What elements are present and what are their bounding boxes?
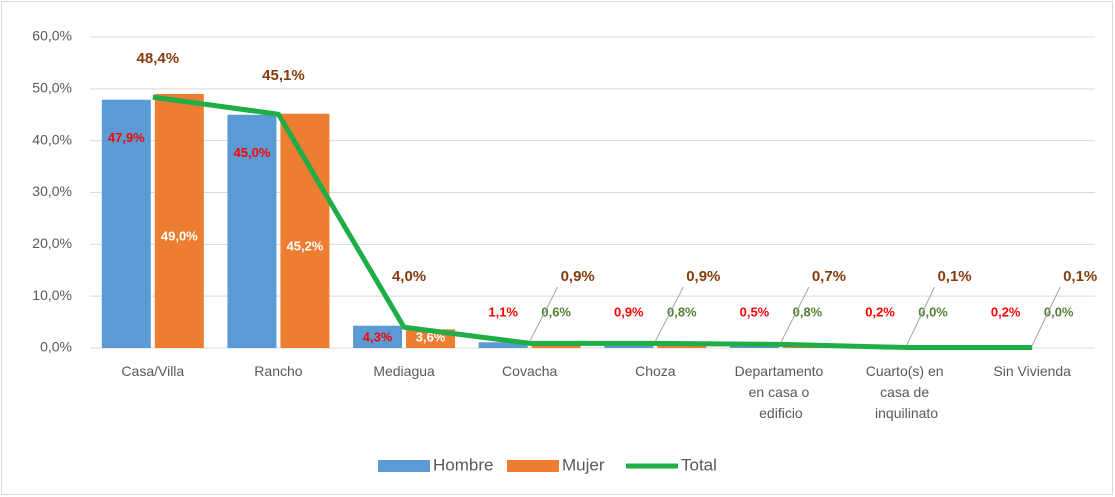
x-tick-line: casa de xyxy=(880,384,933,400)
data-label: 47,9% xyxy=(108,130,145,145)
data-label: 45,1% xyxy=(262,67,305,84)
x-tick-line: Casa/Villa xyxy=(121,363,184,379)
x-tick-line: Sin Vivienda xyxy=(993,363,1071,379)
data-label: 0,9% xyxy=(686,268,720,285)
y-tick-label: 20,0% xyxy=(32,235,72,251)
y-tick-label: 40,0% xyxy=(32,131,72,147)
data-label: 0,7% xyxy=(812,268,846,285)
data-label: 0,1% xyxy=(937,268,971,285)
data-label: 1,1% xyxy=(488,304,518,319)
data-label: 0,9% xyxy=(614,304,644,319)
data-label: 0,8% xyxy=(793,304,823,319)
bar xyxy=(478,342,528,348)
y-tick-label: 10,0% xyxy=(32,287,72,303)
data-label: 0,5% xyxy=(740,304,770,319)
leader-line xyxy=(780,286,810,343)
x-tick-line: edificio xyxy=(759,405,803,421)
x-tick-label: Rancho xyxy=(254,363,302,379)
leader-line xyxy=(906,286,936,346)
data-label: 48,4% xyxy=(137,50,180,67)
data-label: 0,8% xyxy=(667,304,697,319)
data-label: 0,0% xyxy=(1044,304,1074,319)
y-tick-label: 0,0% xyxy=(40,339,72,355)
data-label: 0,2% xyxy=(865,304,895,319)
y-tick-label: 60,0% xyxy=(32,28,72,44)
x-tick-line: Departamento xyxy=(735,363,828,379)
y-tick-label: 50,0% xyxy=(32,80,72,96)
data-label: 45,0% xyxy=(234,145,271,160)
x-tick-label: Covacha xyxy=(502,363,557,379)
x-tick-label: Mediagua xyxy=(373,363,435,379)
data-label: 49,0% xyxy=(161,228,198,243)
bar xyxy=(280,113,330,348)
leader-line xyxy=(654,286,684,342)
x-tick-line: Cuarto(s) en xyxy=(866,363,948,379)
data-label: 0,0% xyxy=(918,304,948,319)
data-label: 0,9% xyxy=(561,268,595,285)
x-tick-label: Departamento en casa o edificio xyxy=(735,363,828,421)
bar xyxy=(101,99,151,349)
x-tick-label: Cuarto(s) en casa de inquilinato xyxy=(866,363,948,421)
legend-swatch xyxy=(378,460,430,472)
data-label: 0,6% xyxy=(541,304,571,319)
x-tick-line: en casa o xyxy=(749,384,814,400)
leader-line xyxy=(1031,286,1061,346)
data-label: 45,2% xyxy=(287,238,324,253)
legend-label: Hombre xyxy=(433,455,493,474)
x-tick-line: Mediagua xyxy=(373,363,435,379)
x-tick-line: Choza xyxy=(635,363,676,379)
data-label: 4,3% xyxy=(363,329,393,344)
x-tick-label: Casa/Villa xyxy=(121,363,184,379)
legend-swatch xyxy=(507,460,559,472)
bar xyxy=(729,345,779,348)
bar xyxy=(227,114,277,348)
x-tick-label: Choza xyxy=(635,363,676,379)
leader-line xyxy=(529,286,559,342)
x-tick-label: Sin Vivienda xyxy=(993,363,1071,379)
data-label: 0,1% xyxy=(1063,268,1097,285)
x-tick-line: Rancho xyxy=(254,363,302,379)
bar xyxy=(353,325,403,348)
bar xyxy=(531,344,581,348)
line xyxy=(152,94,1033,350)
data-label: 4,0% xyxy=(392,268,426,285)
legend-label: Total xyxy=(681,455,717,474)
legend-label: Mujer xyxy=(562,455,605,474)
y-tick-label: 30,0% xyxy=(32,183,72,199)
x-tick-line: inquilinato xyxy=(875,405,938,421)
bar xyxy=(154,94,204,349)
x-tick-line: Covacha xyxy=(502,363,557,379)
data-label: 0,2% xyxy=(991,304,1021,319)
